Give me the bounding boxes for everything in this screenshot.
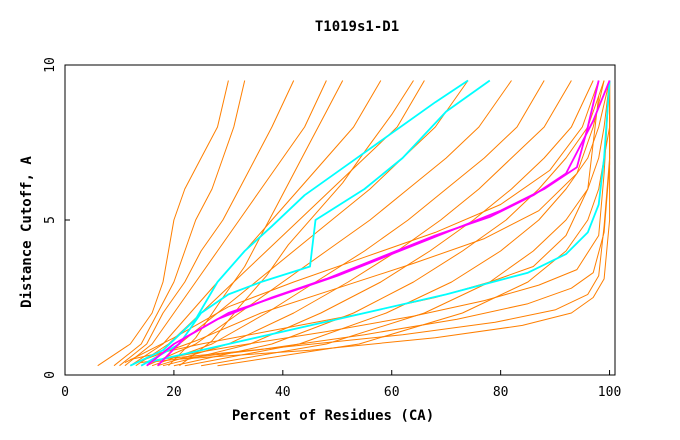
plot-frame [64, 64, 616, 376]
series-line-orange-15 [217, 80, 611, 367]
chart-title: T1019s1-D1 [315, 19, 399, 35]
series-line-orange-12 [173, 80, 605, 367]
series-line-orange-14 [201, 80, 611, 367]
x-tick-label: 100 [598, 385, 621, 400]
x-tick-label: 20 [166, 385, 182, 400]
series-line-orange-1 [97, 80, 229, 367]
x-axis-ticks: 0 20 40 60 80 100 [61, 370, 621, 400]
x-tick-label: 0 [61, 385, 69, 400]
series-line-orange-9 [151, 80, 545, 367]
series-line-orange-7 [140, 80, 469, 367]
series-line-orange-16 [130, 95, 600, 360]
series-layer [97, 79, 611, 367]
series-line-orange-23 [168, 80, 344, 367]
y-axis-label: Distance Cutoff, A [19, 156, 35, 308]
series-line-orange-3 [119, 80, 295, 367]
x-tick-label: 80 [493, 385, 509, 400]
series-line-orange-24 [179, 80, 414, 367]
series-line-orange-4 [124, 80, 327, 367]
y-axis-ticks: 0 5 10 [43, 57, 70, 379]
x-tick-label: 40 [275, 385, 291, 400]
y-tick-label: 5 [43, 216, 58, 224]
series-line-orange-21 [124, 80, 600, 364]
y-tick-label: 10 [43, 57, 58, 73]
series-line-orange-11 [162, 80, 594, 367]
series-line-orange-10 [157, 80, 572, 367]
series-line-orange-8 [146, 80, 512, 367]
x-tick-label: 60 [384, 385, 400, 400]
series-line-orange-2 [113, 80, 246, 367]
series-line-orange-22 [135, 80, 605, 364]
x-axis-label: Percent of Residues (CA) [232, 408, 434, 424]
series-line-cyan-1 [129, 79, 469, 367]
series-line-orange-5 [130, 80, 382, 367]
series-line-cyan-3 [146, 80, 611, 364]
series-line-cyan-2 [140, 79, 491, 367]
y-tick-label: 0 [43, 371, 58, 379]
series-line-magenta-2 [146, 80, 611, 367]
series-line-orange-20 [173, 80, 611, 360]
series-line-orange-17 [141, 80, 611, 364]
plot-area [64, 64, 616, 376]
series-line-orange-19 [157, 80, 611, 360]
series-line-orange-6 [135, 80, 425, 367]
